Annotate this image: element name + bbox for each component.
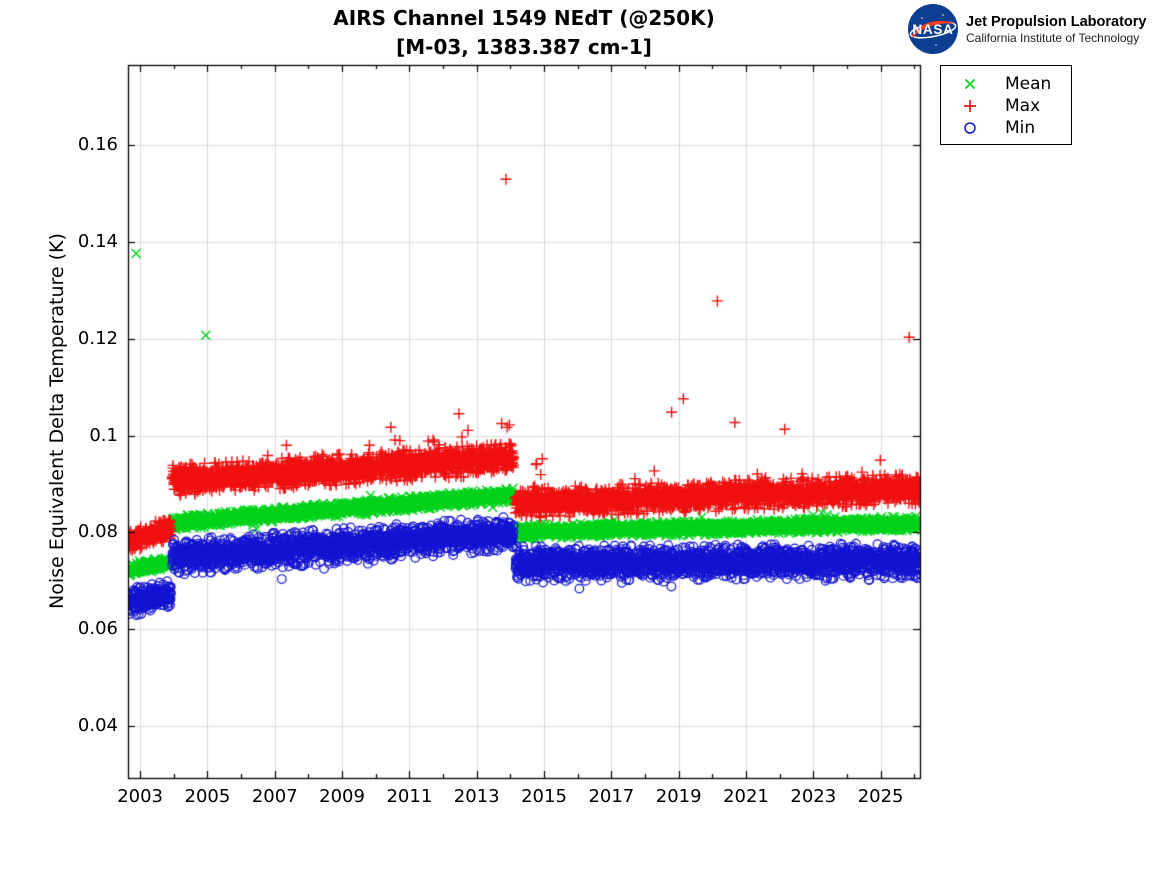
legend-item-max: Max [941, 95, 1071, 117]
jpl-logo-text: Jet Propulsion Laboratory California Ins… [966, 13, 1146, 46]
nasa-logo-text: NASA [912, 22, 953, 37]
y-tick-label: 0.16 [77, 133, 118, 155]
chart-title-line2: [M-03, 1383.387 cm-1] [396, 35, 652, 59]
y-tick-label: 0.14 [77, 230, 118, 252]
x-tick-label: 2009 [319, 786, 365, 807]
legend-item-mean: Mean [941, 73, 1071, 95]
mean-x-marker-icon [964, 78, 976, 90]
y-tick-label: 0.08 [77, 521, 118, 543]
x-tick-label: 2017 [588, 786, 635, 807]
jpl-logo-subtitle: California Institute of Technology [966, 30, 1140, 45]
jpl-logo: NASA Jet Propulsion Laboratory Californi… [907, 3, 1146, 55]
jpl-logo-title: Jet Propulsion Laboratory [966, 13, 1147, 30]
x-tick-label: 2011 [386, 786, 433, 807]
chart-title: AIRS Channel 1549 NEdT (@250K) [M-03, 13… [128, 4, 920, 62]
legend-item-min: Min [941, 117, 1071, 139]
y-tick-label: 0.06 [77, 618, 118, 640]
x-tick-label: 2007 [251, 786, 298, 807]
max-plus-marker-icon [964, 100, 976, 112]
chart-title-line1: AIRS Channel 1549 NEdT (@250K) [333, 6, 715, 30]
y-tick-label: 0.12 [77, 327, 118, 349]
legend-label-min: Min [1005, 118, 1036, 138]
y-tick-label: 0.04 [77, 715, 118, 737]
x-tick-label: 2013 [453, 786, 500, 807]
legend-label-max: Max [1005, 96, 1041, 116]
x-tick-label: 2015 [521, 786, 567, 807]
x-tick-label: 2019 [655, 786, 702, 807]
legend-label-mean: Mean [1005, 74, 1052, 94]
x-tick-label: 2005 [184, 786, 231, 807]
x-tick-label: 2021 [723, 786, 769, 807]
x-tick-label: 2025 [857, 786, 904, 807]
legend: Mean Max Min [940, 65, 1072, 145]
x-tick-label: 2003 [117, 786, 164, 807]
y-tick-label: 0.1 [89, 424, 118, 446]
min-circle-marker-icon [964, 122, 976, 134]
nasa-logo-icon: NASA [908, 4, 958, 54]
x-tick-label: 2023 [790, 786, 837, 807]
y-axis-tick-labels: 0.04 0.06 0.08 0.1 0.12 0.14 0.16 [0, 0, 118, 875]
